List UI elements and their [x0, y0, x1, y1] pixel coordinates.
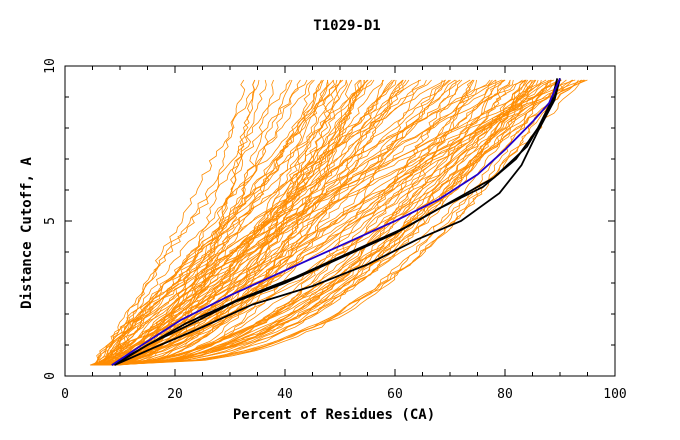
model-curve [102, 79, 308, 366]
model-curve [109, 79, 301, 366]
model-curve [110, 79, 527, 366]
x-tick-label: 20 [167, 387, 183, 402]
model-curve [97, 79, 562, 366]
x-tick-label: 100 [603, 387, 626, 402]
highlight-series-line [114, 78, 561, 366]
model-curve [96, 79, 573, 366]
x-tick-label: 0 [61, 387, 69, 402]
model-curve [96, 79, 505, 366]
model-curve [98, 79, 474, 366]
model-curve [108, 79, 443, 366]
model-curve [111, 79, 393, 366]
model-curve [102, 79, 567, 366]
model-curve [101, 79, 491, 366]
model-curve [91, 79, 324, 366]
x-tick-labels: 0 20 40 60 80 100 [61, 387, 627, 402]
model-curve [115, 79, 353, 366]
model-curve [115, 79, 335, 366]
y-axis-label: Distance Cutoff, A [19, 157, 35, 309]
model-curve [113, 79, 493, 366]
y-tick-label: 5 [43, 217, 58, 225]
model-curve [110, 79, 260, 366]
model-curve [116, 79, 529, 366]
model-curve [114, 79, 422, 366]
model-curve [92, 79, 582, 366]
model-curve [95, 79, 586, 366]
x-tick-label: 80 [497, 387, 513, 402]
model-curve [92, 79, 365, 366]
model-curve [105, 79, 547, 366]
model-curve [106, 79, 420, 366]
model-curve [105, 79, 523, 366]
x-axis-ticks [64, 66, 616, 376]
x-tick-label: 60 [387, 387, 403, 402]
y-tick-label: 10 [43, 58, 58, 74]
model-curve [98, 79, 342, 366]
model-curve [98, 79, 555, 366]
model-curve [93, 79, 579, 366]
model-curve [89, 79, 574, 366]
y-tick-labels: 0 5 10 [43, 58, 58, 380]
model-curve [115, 79, 497, 366]
model-curve [114, 79, 553, 366]
model-curve [92, 79, 407, 366]
model-curve [103, 79, 315, 366]
model-curves [89, 79, 588, 366]
model-curve [107, 79, 404, 366]
model-curve [106, 79, 471, 366]
model-curve [99, 79, 362, 366]
model-curve [107, 79, 588, 366]
x-axis-label: Percent of Residues (CA) [233, 407, 435, 423]
y-tick-label: 0 [43, 372, 58, 380]
y-axis-ticks [65, 65, 615, 377]
model-curve [109, 79, 551, 366]
highlight-series-line [114, 78, 561, 366]
model-curve [109, 79, 427, 366]
model-curve [94, 79, 329, 366]
model-curve [116, 79, 542, 366]
model-curve [96, 79, 291, 366]
x-tick-label: 40 [277, 387, 293, 402]
model-curve [101, 79, 329, 366]
model-curve [105, 79, 397, 366]
model-curve [105, 79, 525, 366]
model-curve [113, 79, 368, 366]
chart-title: T1029-D1 [313, 18, 380, 34]
highlight-series-line [111, 78, 561, 366]
model-curve [105, 79, 504, 366]
model-curve [93, 79, 313, 366]
highlighted-curves [111, 78, 561, 366]
model-curve [112, 79, 536, 366]
model-curve [94, 79, 582, 366]
model-curve [98, 79, 322, 366]
model-curve [94, 79, 432, 366]
